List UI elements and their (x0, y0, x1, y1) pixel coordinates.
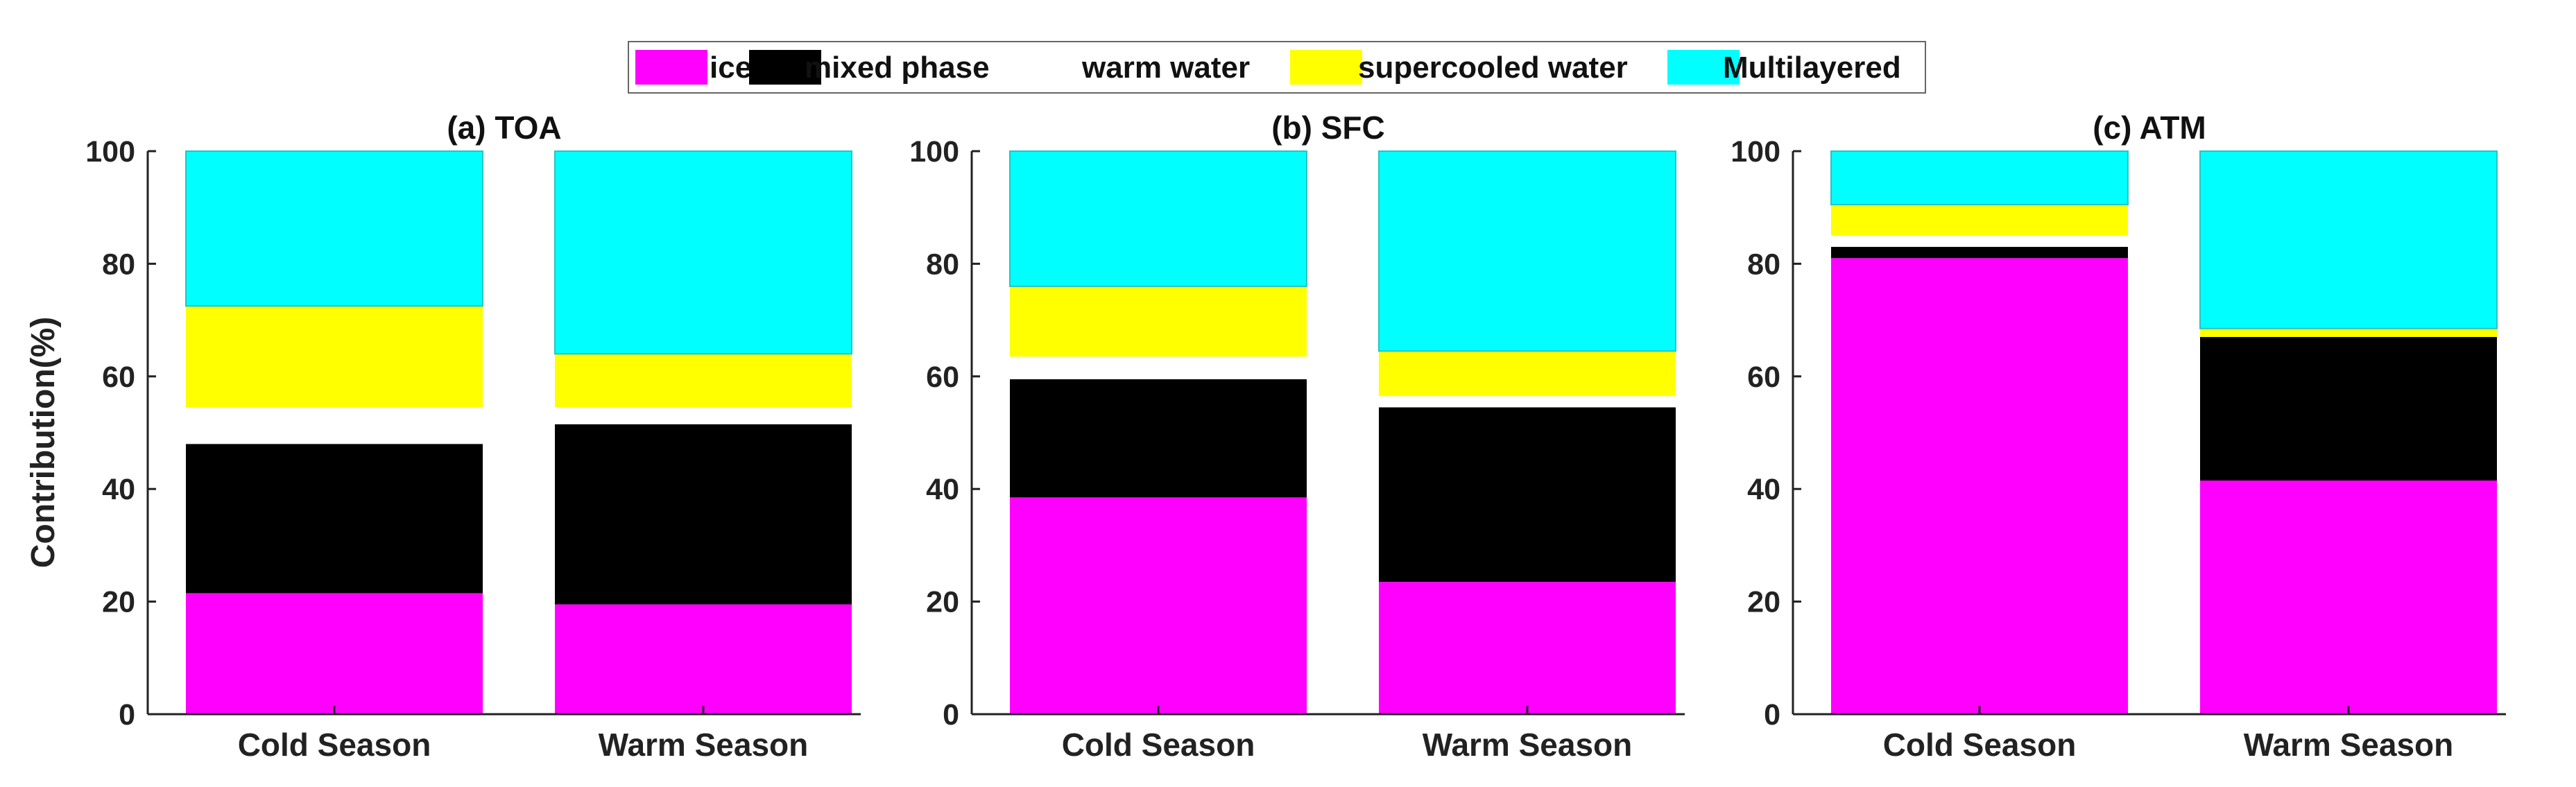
legend-label-ice: ice (710, 51, 752, 85)
y-tick-label: 60 (1747, 361, 1780, 394)
y-tick-label: 100 (85, 135, 135, 168)
x-tick-label-cold-season: Cold Season (1062, 727, 1255, 763)
bar-warm-water-cold-season (186, 407, 483, 444)
bar-ice-cold-season (1010, 497, 1307, 714)
legend-label-multilayered: Multilayered (1723, 51, 1901, 85)
x-tick-label-warm-season: Warm Season (599, 727, 809, 763)
y-tick-label: 40 (102, 473, 135, 506)
bar-mixed-phase-cold-season (1831, 247, 2128, 259)
bar-multilayered-warm-season (554, 150, 852, 355)
bar-ice-cold-season (1831, 258, 2128, 714)
legend-swatch-supercooled-water (1290, 50, 1362, 85)
bar-warm-water-cold-season (1831, 235, 2128, 248)
panel-title: (c) ATM (2093, 110, 2206, 146)
y-tick-label: 20 (102, 586, 135, 619)
panel-title: (b) SFC (1271, 110, 1385, 146)
bar-multilayered-cold-season (1009, 150, 1307, 287)
bar-mixed-phase-cold-season (1010, 379, 1307, 498)
panels: 0 20 40 60 80 100 Cold Season Warm Season (a) TO… (85, 110, 2506, 763)
y-tick-label: 100 (909, 135, 959, 168)
panel-title: (a) TOA (447, 110, 561, 146)
bar-warm-water-cold-season (1010, 356, 1307, 379)
y-tick-label: 80 (1747, 248, 1780, 281)
legend: ice mixed phase warm water supercooled wate… (628, 41, 1926, 94)
bar-supercooled-water-cold-season (186, 306, 483, 408)
legend-label-mixed-phase: mixed phase (805, 51, 990, 85)
bar-mixed-phase-warm-season (2200, 336, 2497, 481)
y-tick-label: 60 (102, 361, 135, 394)
bar-mixed-phase-cold-season (186, 444, 483, 594)
legend-label-warm-water: warm water (1081, 51, 1250, 85)
x-tick-label-cold-season: Cold Season (238, 727, 431, 763)
x-tick-label-warm-season: Warm Season (1423, 727, 1633, 763)
bar-multilayered-cold-season (185, 150, 483, 307)
y-tick-label: 100 (1731, 135, 1780, 168)
y-tick-label: 0 (943, 698, 959, 732)
legend-swatch-mixed-phase (749, 50, 821, 85)
bar-multilayered-warm-season (2199, 150, 2498, 329)
bar-supercooled-water-cold-season (1010, 286, 1307, 357)
x-tick-label-warm-season: Warm Season (2244, 727, 2454, 763)
legend-swatch-warm-water (1013, 50, 1085, 85)
y-axis-label: Contribution(%) (25, 317, 62, 569)
bar-ice-warm-season (1379, 582, 1676, 714)
bar-multilayered-warm-season (1378, 150, 1676, 352)
bar-multilayered-cold-season (1830, 150, 2129, 206)
y-tick-label: 20 (926, 586, 959, 619)
x-tick-label-cold-season: Cold Season (1883, 727, 2077, 763)
y-tick-label: 40 (1747, 473, 1780, 506)
bar-supercooled-water-warm-season (555, 354, 852, 408)
bar-mixed-phase-warm-season (1379, 407, 1676, 582)
bar-supercooled-water-warm-season (1379, 351, 1676, 397)
bar-mixed-phase-warm-season (555, 424, 852, 605)
panel-a-toa: 0 20 40 60 80 100 Cold Season Warm Season (a) TO… (85, 110, 861, 763)
y-tick-label: 0 (119, 698, 135, 732)
y-tick-label: 80 (102, 248, 135, 281)
y-tick-label: 60 (926, 361, 959, 394)
y-tick-label: 40 (926, 473, 959, 506)
bar-supercooled-water-warm-season (2200, 328, 2497, 337)
legend-label-supercooled-water: supercooled water (1358, 51, 1628, 85)
y-tick-label: 80 (926, 248, 959, 281)
y-tick-label: 0 (1764, 698, 1780, 732)
bar-warm-water-warm-season (1379, 396, 1676, 408)
y-tick-label: 20 (1747, 586, 1780, 619)
bar-ice-warm-season (555, 604, 852, 714)
bar-warm-water-warm-season (555, 407, 852, 424)
bar-ice-warm-season (2200, 481, 2497, 714)
bar-ice-cold-season (186, 593, 483, 714)
legend-swatch-multilayered (1667, 50, 1740, 85)
legend-swatch-ice (635, 50, 707, 85)
panel-b-sfc: 0 20 40 60 80 100 Cold Season Warm Season (b) SF… (909, 110, 1685, 763)
bar-supercooled-water-cold-season (1831, 205, 2128, 236)
panel-c-atm: 0 20 40 60 80 100 Cold Season Warm Season (c) AT… (1731, 110, 2506, 763)
